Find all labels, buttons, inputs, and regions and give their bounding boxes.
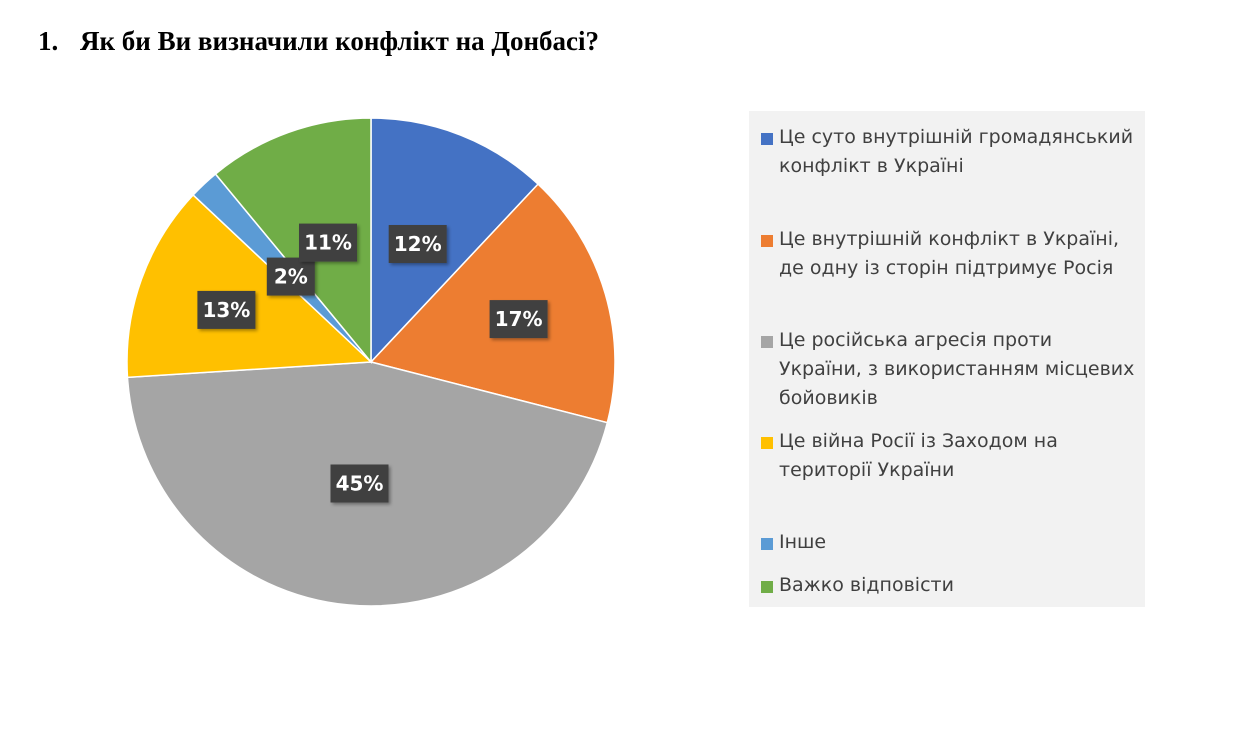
legend-item-russia-supported: Це внутрішній конфлікт в Україні, де одн…: [761, 225, 1141, 283]
legend-swatch: [761, 581, 773, 593]
legend-swatch: [761, 437, 773, 449]
data-label-box: [197, 290, 256, 329]
data-label: 2%: [266, 257, 315, 296]
question-number: 1.: [38, 26, 59, 56]
data-label: 12%: [388, 225, 447, 263]
data-label: 11%: [299, 223, 357, 262]
data-label-box: [266, 257, 315, 296]
legend-item-hard-to-say: Важко відповісти: [761, 571, 1141, 600]
data-label-box: [388, 225, 447, 263]
data-label-box: [489, 300, 548, 339]
legend-swatch: [761, 133, 773, 145]
data-label-text: 17%: [495, 307, 543, 331]
legend-label: Важко відповісти: [779, 574, 954, 596]
legend-label: Це війна Росії із Заходом на території У…: [779, 430, 1058, 481]
legend-item-russian-aggression: Це російська агресія проти України, з ви…: [761, 326, 1141, 413]
pie-slice: [214, 117, 372, 365]
legend-label: Це російська агресія проти України, з ви…: [779, 329, 1135, 409]
data-label-text: 12%: [394, 232, 442, 256]
pie-slice: [370, 117, 540, 364]
pie-slice: [126, 193, 373, 379]
data-label-text: 11%: [304, 231, 352, 255]
data-label-box: [330, 464, 389, 503]
chart-title: 1. Як би Ви визначили конфлікт на Донбасі…: [38, 26, 599, 57]
legend-label: Інше: [779, 531, 827, 553]
legend-swatch: [761, 235, 773, 247]
data-label: 45%: [330, 464, 389, 503]
legend: Це суто внутрішній громадянський конфлік…: [749, 111, 1145, 607]
data-label-text: 45%: [336, 472, 384, 496]
data-label-text: 2%: [274, 265, 308, 289]
legend-item-civil-conflict: Це суто внутрішній громадянський конфлік…: [761, 123, 1141, 181]
legend-item-other: Інше: [761, 528, 1141, 557]
data-label: 17%: [489, 300, 548, 339]
legend-swatch: [761, 336, 773, 348]
data-label-text: 13%: [202, 298, 250, 322]
legend-swatch: [761, 538, 773, 550]
data-label: 13%: [197, 290, 256, 329]
legend-item-war-with-west: Це війна Росії із Заходом на території У…: [761, 427, 1141, 485]
legend-label: Це внутрішній конфлікт в Україні, де одн…: [779, 228, 1120, 279]
data-label-box: [299, 223, 357, 262]
question-text: Як би Ви визначили конфлікт на Донбасі?: [80, 26, 600, 56]
legend-label: Це суто внутрішній громадянський конфлік…: [779, 126, 1134, 177]
